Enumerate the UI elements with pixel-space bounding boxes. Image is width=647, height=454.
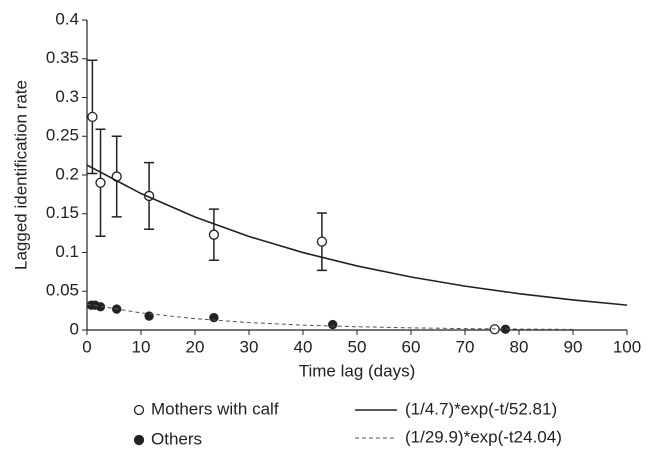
x-tick-label: 30	[240, 337, 259, 356]
data-point	[316, 236, 328, 247]
legend-marker	[133, 434, 145, 446]
x-tick-label: 0	[82, 337, 91, 356]
data-point	[208, 229, 220, 240]
x-tick-label: 80	[510, 337, 529, 356]
y-tick-label: 0.35	[46, 48, 79, 67]
y-tick-label: 0.25	[46, 126, 79, 145]
y-tick-label: 0.4	[55, 9, 79, 28]
legend-label: (1/29.9)*exp(-t24.04)	[405, 427, 562, 446]
data-point	[87, 111, 98, 123]
legend-label: Others	[151, 429, 202, 448]
data-point	[209, 312, 219, 323]
y-tick-label: 0	[70, 319, 79, 338]
y-tick-label: 0.15	[46, 203, 79, 222]
x-tick-label: 90	[564, 337, 583, 356]
x-tick-label: 50	[348, 337, 367, 356]
y-axis-label: Lagged identification rate	[11, 80, 30, 270]
legend-label: Mothers with calf	[151, 399, 279, 418]
data-point	[95, 177, 106, 188]
y-tick-label: 0.05	[46, 281, 79, 300]
x-tick-label: 40	[294, 337, 313, 356]
legend-marker	[133, 404, 145, 416]
x-tick-label: 20	[186, 337, 205, 356]
y-tick-label: 0.1	[55, 242, 79, 261]
x-axis-label: Time lag (days)	[299, 361, 416, 380]
x-tick-label: 100	[613, 337, 641, 356]
fit-curve	[86, 164, 628, 306]
legend-label: (1/4.7)*exp(-t/52.81)	[405, 399, 557, 418]
y-tick-label: 0.3	[55, 87, 79, 106]
data-point	[144, 311, 154, 321]
fit-curve	[86, 303, 574, 330]
y-tick-label: 0.2	[55, 164, 79, 183]
x-tick-label: 10	[132, 337, 151, 356]
data-point	[328, 319, 338, 330]
x-tick-label: 70	[456, 337, 475, 356]
x-tick-label: 60	[402, 337, 421, 356]
